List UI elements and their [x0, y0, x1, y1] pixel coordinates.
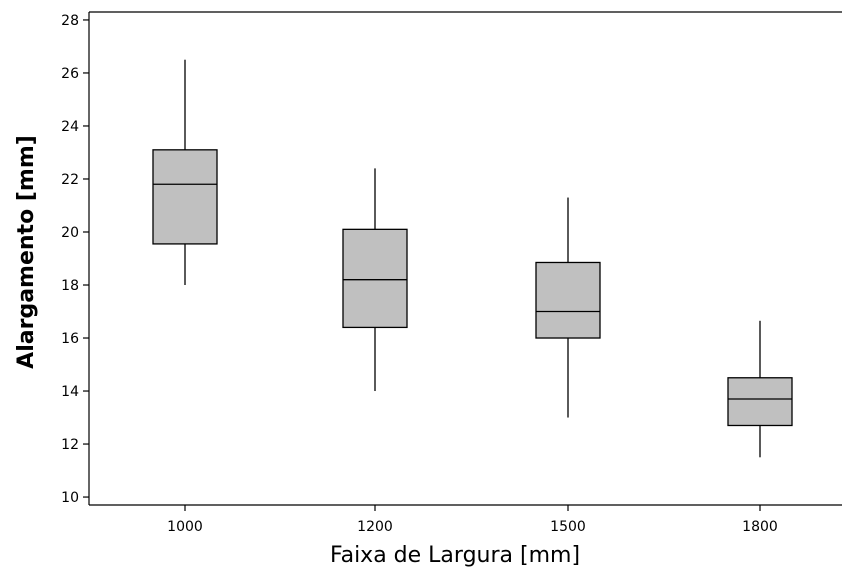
box-iqr — [152, 149, 218, 245]
x-tick-label: 1000 — [167, 519, 203, 535]
box-iqr — [727, 377, 793, 427]
x-tick-label: 1800 — [742, 519, 778, 535]
axes: 10 12 14 16 18 20 22 24 26 28 1000 1200 1500 1800 — [61, 11, 842, 535]
y-tick-label: 10 — [61, 490, 79, 506]
box-1200 — [342, 168, 408, 392]
box-1000 — [152, 59, 218, 286]
box-iqr — [535, 261, 601, 339]
y-tick-label: 26 — [61, 66, 79, 82]
y-tick-label: 12 — [61, 437, 79, 453]
x-axis-title: Faixa de Largura [mm] — [330, 543, 580, 568]
y-tick-label: 20 — [61, 225, 79, 241]
plot-area — [152, 59, 793, 458]
y-tick-label: 24 — [61, 119, 79, 135]
y-tick-label: 18 — [61, 278, 79, 294]
y-tick-label: 14 — [61, 384, 79, 400]
y-tick-label: 16 — [61, 331, 79, 347]
y-tick-label: 22 — [61, 172, 79, 188]
y-tick-label: 28 — [61, 13, 79, 29]
x-tick-label: 1500 — [550, 519, 586, 535]
box-1500 — [535, 197, 601, 418]
y-axis-title: Alargamento [mm] — [14, 135, 39, 369]
box-1800 — [727, 320, 793, 458]
x-tick-label: 1200 — [357, 519, 393, 535]
box-iqr — [342, 228, 408, 329]
